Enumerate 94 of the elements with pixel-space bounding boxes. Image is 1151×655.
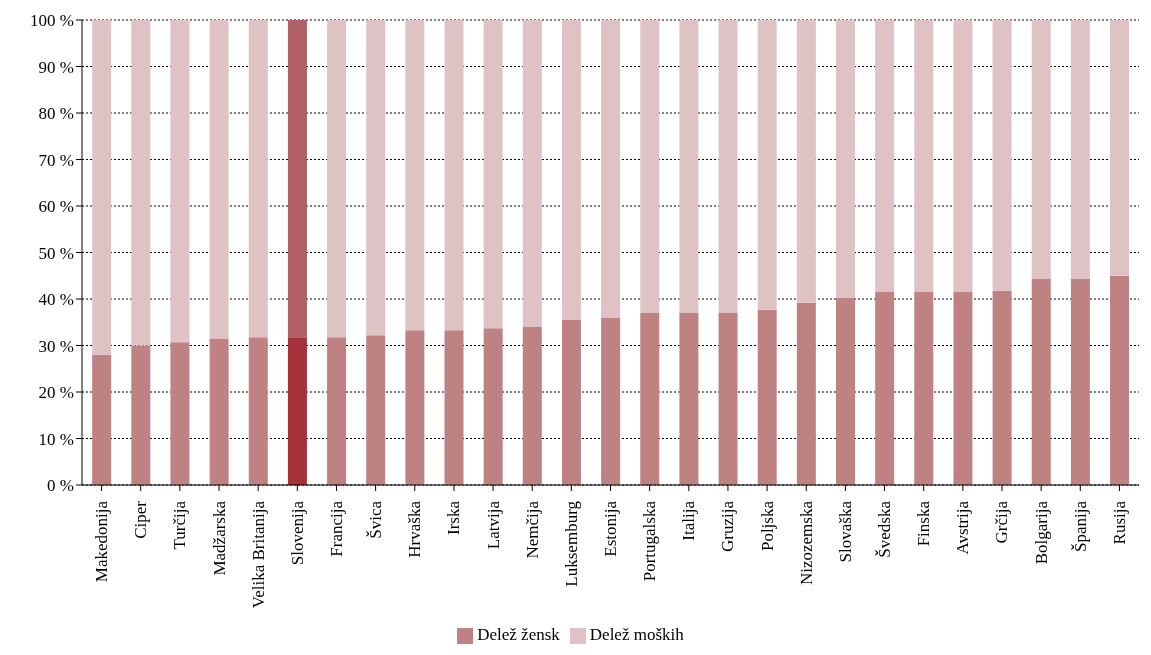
bar	[1070, 279, 1090, 485]
bar	[483, 20, 503, 329]
bar	[757, 20, 777, 310]
bar	[366, 335, 386, 485]
x-tick-label: Estonija	[601, 500, 620, 557]
bar	[444, 330, 464, 485]
x-tick-label: Grčija	[992, 500, 1012, 544]
bar	[287, 20, 307, 338]
y-tick-label: 100 %	[30, 11, 74, 31]
bar	[444, 20, 464, 331]
bar	[992, 290, 1012, 485]
bar	[875, 292, 895, 485]
bar	[679, 312, 699, 485]
x-tick-label: Velika Britanija	[248, 500, 268, 609]
bar	[561, 319, 581, 485]
x-tick-label: Nizozemska	[796, 500, 816, 586]
bar	[327, 337, 347, 485]
bar	[209, 20, 229, 339]
y-tick-label: 90 %	[38, 57, 74, 77]
bar	[875, 20, 895, 293]
bar	[170, 20, 190, 343]
y-tick-label: 80 %	[38, 104, 74, 124]
bar	[718, 20, 738, 313]
x-tick-label: Švica	[366, 500, 386, 539]
x-tick-label: Gruzija	[718, 500, 738, 552]
bar	[1070, 20, 1090, 280]
bar	[914, 292, 934, 485]
x-tick-label: Švedska	[875, 500, 895, 558]
x-tick-label: Slovenija	[287, 500, 307, 566]
x-tick-label: Madžarska	[209, 500, 229, 576]
x-tick-label: Avstrija	[953, 500, 973, 555]
bar	[561, 20, 581, 320]
bar	[640, 312, 660, 485]
bar	[1031, 20, 1051, 280]
x-tick-label: Portugalska	[640, 500, 660, 582]
bar	[131, 345, 151, 485]
y-tick-label: 60 %	[38, 197, 74, 217]
bar	[248, 20, 268, 338]
bar	[679, 20, 699, 313]
x-tick-label: Francija	[326, 500, 346, 557]
bar	[835, 297, 855, 485]
bar	[1110, 275, 1130, 485]
y-tick-label: 50 %	[38, 243, 74, 263]
bar	[640, 20, 660, 313]
y-tick-label: 0 %	[47, 476, 74, 496]
x-tick-label: Ciper	[131, 500, 151, 539]
bar	[953, 20, 973, 293]
bar	[1110, 20, 1130, 276]
bar	[718, 312, 738, 485]
x-tick-label: Latvija	[483, 500, 503, 550]
y-tick-label: 10 %	[38, 429, 74, 449]
x-tick-label: Turčija	[170, 500, 190, 550]
x-tick-label: Irska	[444, 500, 464, 535]
y-tick-label: 40 %	[38, 290, 74, 310]
bar	[366, 20, 386, 336]
bar	[796, 302, 816, 485]
y-tick-label: 30 %	[38, 336, 74, 356]
bar	[835, 20, 855, 298]
bar	[327, 20, 347, 338]
bar	[170, 342, 190, 485]
x-tick-label: Rusija	[1109, 500, 1129, 545]
x-tick-label: Hrvaška	[405, 500, 425, 558]
bar	[757, 309, 777, 485]
legend-label: Delež žensk	[477, 625, 560, 644]
x-tick-label: Makedonija	[92, 500, 112, 583]
x-tick-label: Slovaška	[835, 500, 855, 563]
bar	[483, 328, 503, 485]
bar	[209, 338, 229, 485]
bar	[601, 318, 621, 485]
bar	[92, 354, 112, 485]
bar	[405, 330, 425, 485]
bar	[92, 20, 112, 355]
x-tick-label: Poljska	[757, 500, 777, 552]
bar	[248, 337, 268, 485]
bar	[522, 20, 542, 327]
x-tick-label: Luksemburg	[561, 500, 581, 587]
legend-label: Delež moških	[589, 625, 684, 644]
bar	[522, 326, 542, 485]
bar	[1031, 279, 1051, 485]
x-tick-label: Bolgarija	[1031, 500, 1051, 565]
x-tick-label: Italija	[679, 500, 699, 541]
x-tick-label: Španija	[1070, 500, 1090, 552]
bar	[131, 20, 151, 346]
bar	[992, 20, 1012, 291]
y-tick-label: 70 %	[38, 150, 74, 170]
bar	[953, 292, 973, 485]
x-tick-label: Nemčija	[522, 500, 542, 559]
bar	[601, 20, 621, 319]
bar	[796, 20, 816, 303]
x-tick-label: Finska	[914, 500, 934, 547]
bar	[287, 337, 307, 485]
bar	[405, 20, 425, 331]
bar	[914, 20, 934, 293]
y-tick-label: 20 %	[38, 383, 74, 403]
